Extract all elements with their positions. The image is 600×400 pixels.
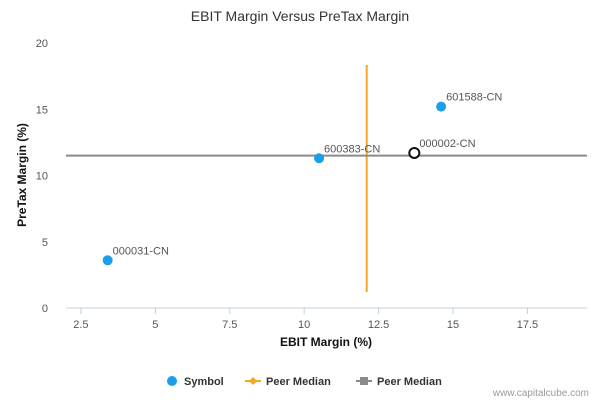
x-tick-label: 2.5: [73, 319, 88, 331]
data-points: 000031-CN 600383-CN 601588-CN 000002-CN: [102, 92, 502, 266]
legend-item-symbol[interactable]: Symbol: [167, 376, 224, 388]
y-tick-label: 20: [36, 38, 48, 50]
legend: Symbol Peer Median Peer Median: [167, 376, 442, 388]
x-tick-label: 17.5: [517, 319, 538, 331]
data-point-hollow: [408, 146, 421, 159]
data-point-label: 600383-CN: [324, 143, 380, 155]
y-ticks: 0 5 10 15 20: [36, 38, 48, 315]
legend-label-peer-median-x: Peer Median: [266, 376, 331, 388]
data-point-label: 000031-CN: [113, 245, 169, 257]
x-tick-label: 10: [298, 319, 310, 331]
chart-title: EBIT Margin Versus PreTax Margin: [191, 8, 409, 24]
x-ticks: 2.5 5 7.5 10 12.5 15 17.5: [73, 308, 538, 331]
y-tick-label: 5: [42, 237, 48, 249]
y-axis-label: PreTax Margin (%): [15, 123, 29, 227]
legend-label-peer-median-y: Peer Median: [377, 376, 442, 388]
watermark-text: www.capitalcube.com: [492, 388, 589, 399]
peer-median-lines: [66, 65, 587, 292]
data-point: [314, 153, 325, 164]
y-tick-label: 15: [36, 104, 48, 116]
legend-circle-marker: [167, 376, 177, 386]
data-point-label: 000002-CN: [419, 138, 475, 150]
y-tick-label: 10: [36, 171, 48, 183]
x-tick-label: 15: [447, 319, 459, 331]
x-tick-label: 7.5: [222, 319, 237, 331]
x-tick-label: 5: [152, 319, 158, 331]
legend-item-peer-median-y[interactable]: Peer Median: [356, 376, 442, 388]
legend-item-peer-median-x[interactable]: Peer Median: [245, 376, 331, 388]
legend-square-marker: [360, 377, 368, 385]
axes: 2.5 5 7.5 10 12.5 15 17.5 0 5 10 15 20: [36, 38, 587, 331]
x-tick-label: 12.5: [368, 319, 389, 331]
legend-diamond-marker: [249, 377, 257, 385]
legend-label-symbol: Symbol: [184, 376, 224, 388]
data-point: [436, 101, 447, 112]
x-axis-label: EBIT Margin (%): [280, 335, 372, 349]
data-point: [102, 255, 113, 266]
y-tick-label: 0: [42, 303, 48, 315]
data-point-label: 601588-CN: [446, 92, 502, 104]
